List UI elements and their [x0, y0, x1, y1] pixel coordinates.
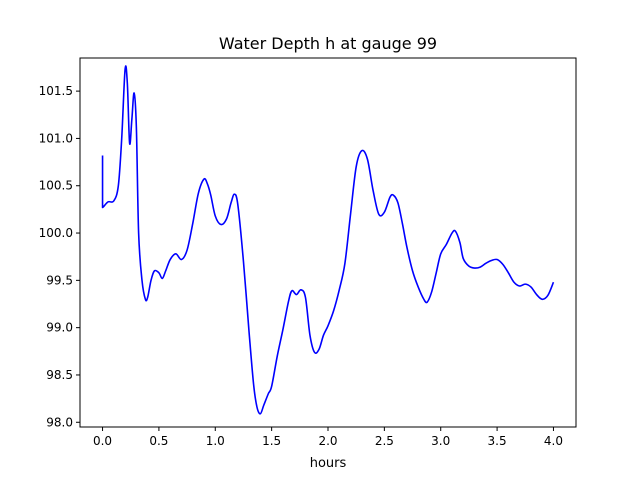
x-tick-label: 1.0: [206, 434, 225, 448]
axes-frame: [79, 57, 577, 428]
x-tick-label: 1.5: [262, 434, 281, 448]
y-tick-label: 101.0: [39, 131, 73, 145]
y-tick-label: 101.5: [39, 84, 73, 98]
y-tick-label: 99.5: [46, 273, 73, 287]
x-tick-label: 3.5: [488, 434, 507, 448]
x-tick-label: 4.0: [544, 434, 563, 448]
plot-area: [101, 65, 555, 415]
series-line: [101, 65, 555, 415]
x-axis-ticks: 0.0 0.5 1.0 1.5 2.0 2.5 3.0 3.5 4.0: [93, 427, 563, 448]
y-tick-label: 98.5: [46, 368, 73, 382]
x-tick-label: 0.0: [93, 434, 112, 448]
y-tick-label: 98.0: [46, 415, 73, 429]
y-tick-label: 100.5: [39, 179, 73, 193]
y-tick-label: 100.0: [39, 226, 73, 240]
x-tick-label: 0.5: [149, 434, 168, 448]
x-tick-label: 2.0: [318, 434, 337, 448]
y-axis-ticks: 98.0 98.5 99.0 99.5 100.0 100.5 101.0 101.5: [39, 84, 80, 429]
chart-title: Water Depth h at gauge 99: [219, 34, 437, 53]
x-tick-label: 2.5: [375, 434, 394, 448]
y-tick-label: 99.0: [46, 321, 73, 335]
x-axis-label: hours: [310, 456, 347, 471]
x-tick-label: 3.0: [431, 434, 450, 448]
